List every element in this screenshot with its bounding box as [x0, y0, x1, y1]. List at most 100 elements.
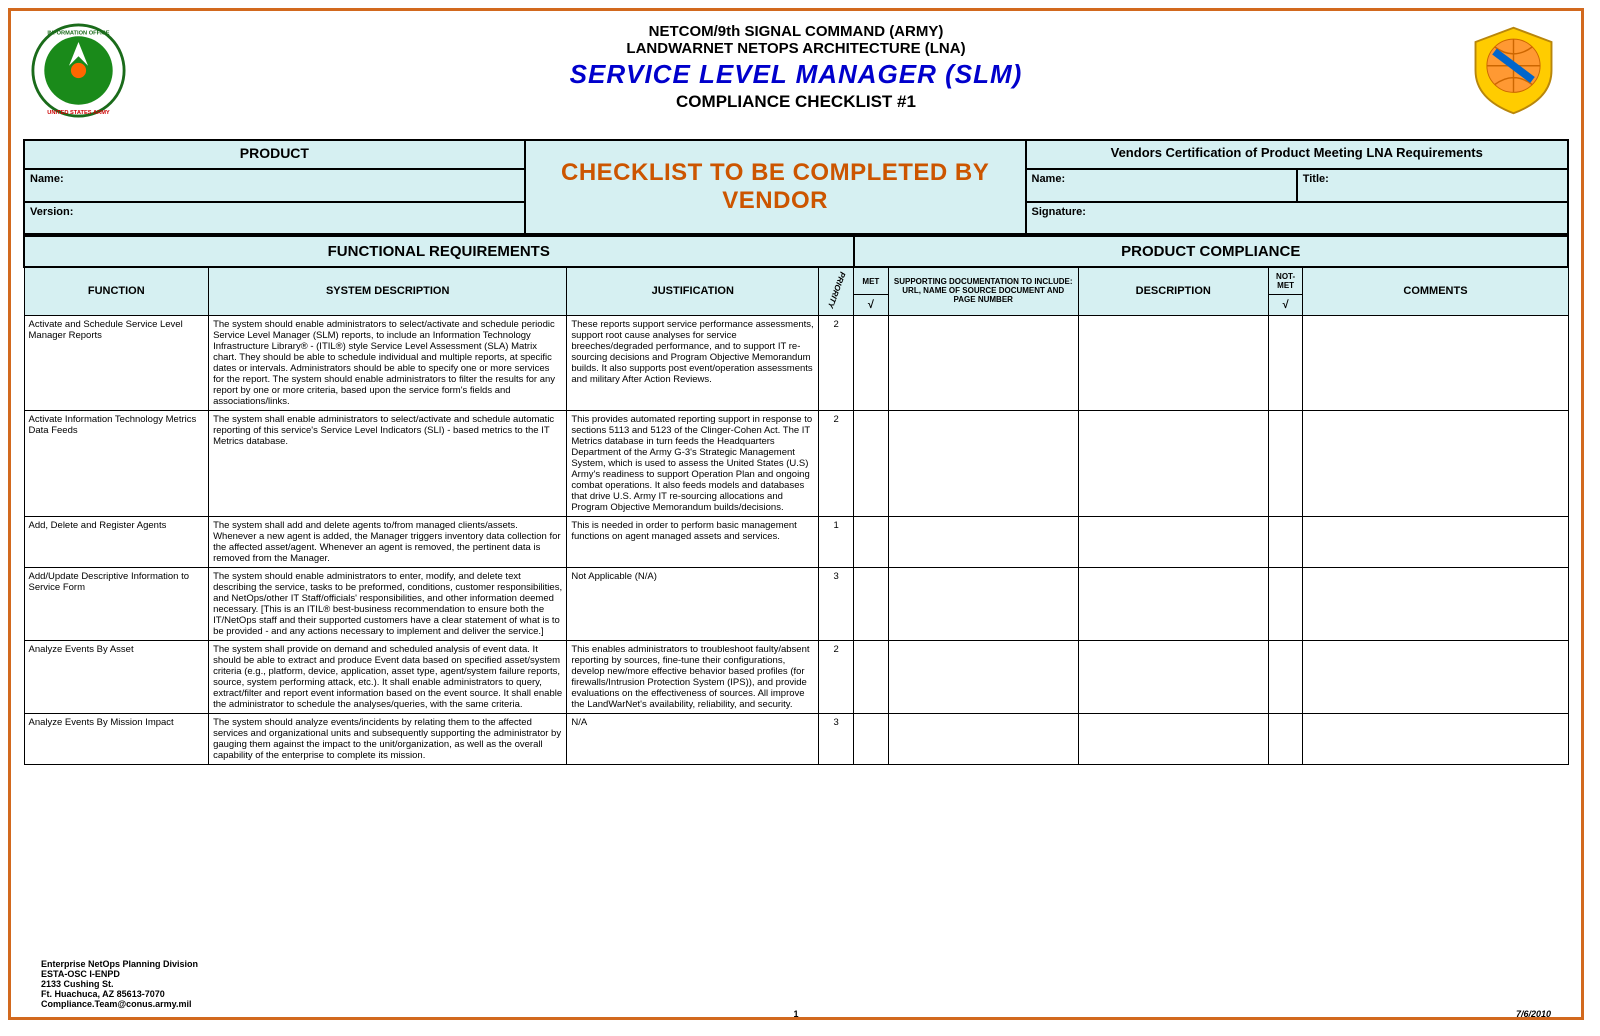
header-architecture: LANDWARNET NETOPS ARCHITECTURE (LNA) — [23, 40, 1569, 57]
cell-sysdesc: The system should enable administrators … — [209, 567, 567, 640]
footer-org2: ESTA-OSC I-ENPD — [41, 969, 1551, 979]
cell-comments[interactable] — [1303, 567, 1568, 640]
cell-sysdesc: The system should analyze events/inciden… — [209, 713, 567, 764]
army-seal-logo: INFORMATION OFFICE UNITED STATES ARMY — [31, 23, 126, 118]
cell-justification: This is needed in order to perform basic… — [567, 516, 819, 567]
cell-notmet[interactable] — [1268, 410, 1303, 516]
header-command: NETCOM/9th SIGNAL COMMAND (ARMY) — [23, 23, 1569, 40]
col-comments: COMMENTS — [1303, 267, 1568, 315]
cell-description[interactable] — [1078, 315, 1268, 410]
cell-function: Activate Information Technology Metrics … — [24, 410, 209, 516]
requirements-table: FUNCTIONAL REQUIREMENTS PRODUCT COMPLIAN… — [23, 235, 1569, 765]
functional-req-header: FUNCTIONAL REQUIREMENTS — [24, 236, 854, 267]
col-justification: JUSTIFICATION — [567, 267, 819, 315]
cell-notmet[interactable] — [1268, 315, 1303, 410]
cell-description[interactable] — [1078, 713, 1268, 764]
document-page: INFORMATION OFFICE UNITED STATES ARMY NE… — [8, 8, 1584, 1020]
col-met-check: √ — [854, 295, 889, 316]
vendor-signature-field[interactable]: Signature: — [1026, 202, 1569, 234]
table-row: Activate Information Technology Metrics … — [24, 410, 1568, 516]
product-compliance-header: PRODUCT COMPLIANCE — [854, 236, 1569, 267]
cell-function: Activate and Schedule Service Level Mana… — [24, 315, 209, 410]
cell-priority: 2 — [819, 410, 854, 516]
svg-text:INFORMATION OFFICE: INFORMATION OFFICE — [47, 30, 109, 36]
cell-sysdesc: The system shall enable administrators t… — [209, 410, 567, 516]
cell-function: Analyze Events By Mission Impact — [24, 713, 209, 764]
cell-support[interactable] — [888, 315, 1078, 410]
table-row: Activate and Schedule Service Level Mana… — [24, 315, 1568, 410]
cell-support[interactable] — [888, 713, 1078, 764]
cell-sysdesc: The system shall add and delete agents t… — [209, 516, 567, 567]
cell-comments[interactable] — [1303, 315, 1568, 410]
product-version-field[interactable]: Version: — [24, 202, 525, 234]
cell-justification: These reports support service performanc… — [567, 315, 819, 410]
cell-met[interactable] — [854, 567, 889, 640]
cell-met[interactable] — [854, 410, 889, 516]
cell-comments[interactable] — [1303, 713, 1568, 764]
cell-comments[interactable] — [1303, 410, 1568, 516]
cell-support[interactable] — [888, 567, 1078, 640]
table-row: Add/Update Descriptive Information to Se… — [24, 567, 1568, 640]
svg-text:UNITED STATES ARMY: UNITED STATES ARMY — [47, 110, 110, 116]
cell-description[interactable] — [1078, 410, 1268, 516]
col-notmet-check: √ — [1268, 295, 1303, 316]
cell-notmet[interactable] — [1268, 516, 1303, 567]
cell-priority: 2 — [819, 315, 854, 410]
table-row: Analyze Events By Mission ImpactThe syst… — [24, 713, 1568, 764]
vendor-name-field[interactable]: Name: — [1026, 169, 1297, 201]
cell-support[interactable] — [888, 640, 1078, 713]
cell-justification: N/A — [567, 713, 819, 764]
cell-met[interactable] — [854, 713, 889, 764]
product-name-field[interactable]: Name: — [24, 169, 525, 201]
cell-function: Add, Delete and Register Agents — [24, 516, 209, 567]
header-title: SERVICE LEVEL MANAGER (SLM) — [23, 59, 1569, 90]
shield-globe-logo — [1466, 23, 1561, 118]
page-number: 1 — [793, 1009, 798, 1019]
cell-priority: 2 — [819, 640, 854, 713]
col-description: DESCRIPTION — [1078, 267, 1268, 315]
vendor-title-field[interactable]: Title: — [1297, 169, 1568, 201]
cell-justification: This provides automated reporting suppor… — [567, 410, 819, 516]
table-row: Analyze Events By AssetThe system shall … — [24, 640, 1568, 713]
header-subtitle: COMPLIANCE CHECKLIST #1 — [23, 92, 1569, 112]
top-info-table: PRODUCT CHECKLIST TO BE COMPLETED BY VEN… — [23, 139, 1569, 235]
page-footer: Enterprise NetOps Planning Division ESTA… — [41, 959, 1551, 1009]
cell-support[interactable] — [888, 410, 1078, 516]
cell-notmet[interactable] — [1268, 713, 1303, 764]
cell-met[interactable] — [854, 640, 889, 713]
document-header: INFORMATION OFFICE UNITED STATES ARMY NE… — [23, 23, 1569, 133]
table-row: Add, Delete and Register AgentsThe syste… — [24, 516, 1568, 567]
cell-priority: 3 — [819, 713, 854, 764]
cell-comments[interactable] — [1303, 516, 1568, 567]
cell-notmet[interactable] — [1268, 640, 1303, 713]
cell-notmet[interactable] — [1268, 567, 1303, 640]
cell-priority: 3 — [819, 567, 854, 640]
cell-function: Add/Update Descriptive Information to Se… — [24, 567, 209, 640]
col-support: SUPPORTING DOCUMENTATION TO INCLUDE: URL… — [888, 267, 1078, 315]
footer-org5: Compliance.Team@conus.army.mil — [41, 999, 1551, 1009]
cell-priority: 1 — [819, 516, 854, 567]
cell-justification: This enables administrators to troublesh… — [567, 640, 819, 713]
cell-comments[interactable] — [1303, 640, 1568, 713]
vendor-cert-header: Vendors Certification of Product Meeting… — [1026, 140, 1569, 169]
cell-description[interactable] — [1078, 640, 1268, 713]
cell-met[interactable] — [854, 516, 889, 567]
product-header: PRODUCT — [24, 140, 525, 169]
col-met: MET — [854, 267, 889, 295]
col-sysdesc: SYSTEM DESCRIPTION — [209, 267, 567, 315]
footer-org4: Ft. Huachuca, AZ 85613-7070 — [41, 989, 1551, 999]
cell-sysdesc: The system shall provide on demand and s… — [209, 640, 567, 713]
checklist-banner: CHECKLIST TO BE COMPLETED BY VENDOR — [525, 140, 1026, 234]
cell-description[interactable] — [1078, 567, 1268, 640]
col-priority: PRIORITY — [819, 267, 854, 315]
page-date: 7/6/2010 — [1516, 1009, 1551, 1019]
col-function: FUNCTION — [24, 267, 209, 315]
cell-support[interactable] — [888, 516, 1078, 567]
cell-description[interactable] — [1078, 516, 1268, 567]
cell-met[interactable] — [854, 315, 889, 410]
cell-sysdesc: The system should enable administrators … — [209, 315, 567, 410]
cell-function: Analyze Events By Asset — [24, 640, 209, 713]
footer-org1: Enterprise NetOps Planning Division — [41, 959, 1551, 969]
cell-justification: Not Applicable (N/A) — [567, 567, 819, 640]
col-notmet: NOT-MET — [1268, 267, 1303, 295]
